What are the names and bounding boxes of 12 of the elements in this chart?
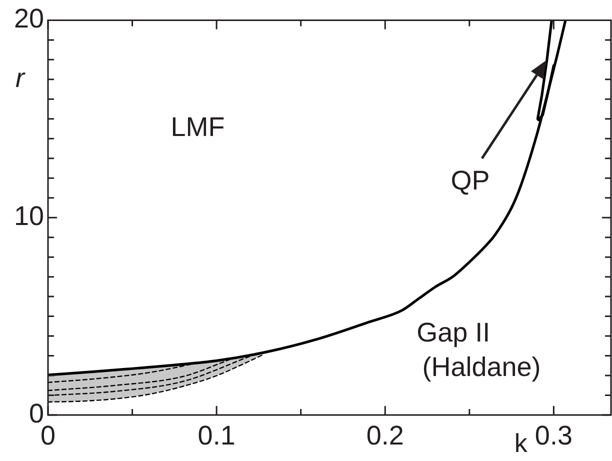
annotation: Gap II [416,318,490,348]
annotation: (Haldane) [422,352,541,382]
annotation: QP [450,166,490,196]
y-tick-label: 0 [28,398,44,428]
annotation: LMF [170,112,225,142]
y-tick-label: 10 [14,201,44,232]
x-tick-label: 0.2 [366,420,404,451]
y-tick-label: 20 [14,4,44,34]
x-axis-title: k [514,428,528,458]
x-tick-label: 0.3 [534,420,572,451]
x-tick-label: 0.1 [198,420,236,451]
y-axis-title: r [16,62,26,93]
